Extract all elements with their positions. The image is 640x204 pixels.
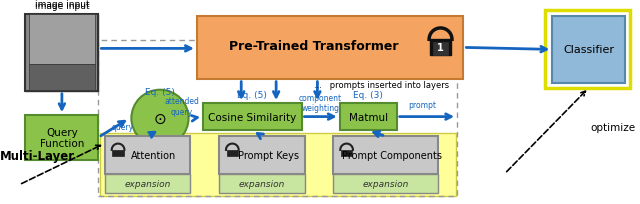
- FancyBboxPatch shape: [552, 17, 625, 83]
- FancyBboxPatch shape: [29, 15, 95, 65]
- FancyBboxPatch shape: [26, 15, 99, 91]
- FancyBboxPatch shape: [203, 103, 301, 131]
- Text: expansion: expansion: [124, 179, 171, 188]
- Text: Eq. (3): Eq. (3): [353, 91, 383, 100]
- Text: Query
Function: Query Function: [40, 127, 84, 148]
- FancyBboxPatch shape: [219, 174, 305, 193]
- FancyBboxPatch shape: [196, 17, 463, 79]
- FancyBboxPatch shape: [227, 150, 238, 156]
- FancyBboxPatch shape: [105, 137, 191, 174]
- Text: attended
query: attended query: [164, 97, 199, 116]
- FancyBboxPatch shape: [26, 115, 99, 160]
- FancyBboxPatch shape: [100, 134, 456, 196]
- FancyBboxPatch shape: [333, 137, 438, 174]
- Text: Pre-Trained Transformer: Pre-Trained Transformer: [230, 40, 399, 53]
- FancyBboxPatch shape: [29, 65, 95, 90]
- Text: Prompt Components: Prompt Components: [342, 150, 442, 160]
- Text: Eq. (5): Eq. (5): [237, 91, 268, 100]
- Text: image input: image input: [35, 2, 89, 11]
- Text: Multi-Layer: Multi-Layer: [0, 149, 75, 162]
- Text: ⊙: ⊙: [154, 111, 166, 126]
- Text: component
weighting: component weighting: [299, 93, 342, 113]
- Text: Matmul: Matmul: [349, 112, 388, 122]
- FancyBboxPatch shape: [105, 174, 191, 193]
- Text: Attention: Attention: [131, 150, 177, 160]
- Text: query: query: [112, 122, 134, 131]
- Text: Classifier: Classifier: [563, 45, 614, 55]
- FancyBboxPatch shape: [333, 174, 438, 193]
- Text: image input: image input: [35, 0, 89, 9]
- Text: expansion: expansion: [362, 179, 409, 188]
- Ellipse shape: [131, 90, 189, 147]
- Text: ...   prompts inserted into layers: ... prompts inserted into layers: [314, 81, 449, 90]
- Text: prompt: prompt: [408, 101, 436, 109]
- FancyBboxPatch shape: [341, 150, 352, 156]
- Text: Prompt Keys: Prompt Keys: [237, 150, 299, 160]
- FancyBboxPatch shape: [430, 40, 451, 56]
- Text: Cosine Similarity: Cosine Similarity: [208, 112, 296, 122]
- Text: Eq. (5): Eq. (5): [145, 88, 175, 97]
- Text: expansion: expansion: [239, 179, 285, 188]
- FancyBboxPatch shape: [433, 42, 448, 55]
- Text: 1: 1: [437, 43, 444, 53]
- FancyBboxPatch shape: [26, 15, 99, 91]
- FancyBboxPatch shape: [113, 150, 124, 156]
- Text: optimize: optimize: [590, 123, 635, 133]
- FancyBboxPatch shape: [219, 137, 305, 174]
- FancyBboxPatch shape: [340, 103, 397, 131]
